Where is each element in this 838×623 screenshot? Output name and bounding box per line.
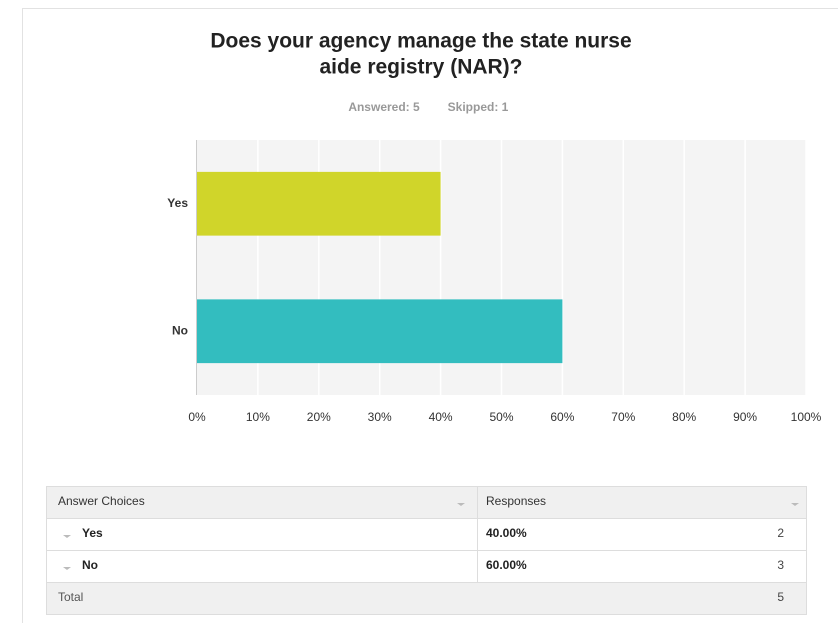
x-tick-label: 40% — [429, 410, 453, 424]
x-tick-label: 30% — [368, 410, 392, 424]
x-tick-label: 0% — [188, 410, 206, 424]
header-row — [46, 486, 807, 519]
row — [46, 518, 807, 551]
total-label: Total — [58, 590, 83, 604]
x-tick-label: 80% — [672, 410, 696, 424]
total-row — [46, 582, 807, 615]
sort-icon — [457, 503, 465, 506]
total-count: 5 — [777, 590, 784, 604]
header: Responses — [486, 494, 546, 508]
x-tick-label: 10% — [246, 410, 270, 424]
x-tick-label: 100% — [791, 410, 822, 424]
count: 2 — [777, 526, 784, 540]
bar — [197, 299, 563, 364]
expand-icon — [63, 535, 71, 538]
chart-title: Does your agency manage the state nurse — [210, 30, 631, 53]
skipped: Skipped: 1 — [448, 100, 509, 114]
header: Answer Choices — [58, 494, 145, 508]
count: 3 — [777, 558, 784, 572]
percent: 40.00% — [486, 526, 527, 540]
choice: Yes — [82, 526, 103, 540]
x-tick-label: 60% — [550, 410, 574, 424]
answered: Answered: 5 — [348, 100, 420, 114]
bar — [197, 171, 441, 236]
percent: 60.00% — [486, 558, 527, 572]
x-tick-label: 50% — [489, 410, 513, 424]
expand-icon — [63, 567, 71, 570]
chart-title: aide registry (NAR)? — [319, 56, 522, 79]
y-tick-label: No — [172, 323, 188, 337]
sort-icon — [791, 503, 799, 506]
row — [46, 550, 807, 583]
x-tick-label: 20% — [307, 410, 331, 424]
y-tick-label: Yes — [167, 196, 188, 210]
choice: No — [82, 558, 98, 572]
x-tick-label: 70% — [611, 410, 635, 424]
table: Answer Choices Responses Yes 40.00% 2 No… — [46, 486, 807, 615]
x-tick-label: 90% — [733, 410, 757, 424]
